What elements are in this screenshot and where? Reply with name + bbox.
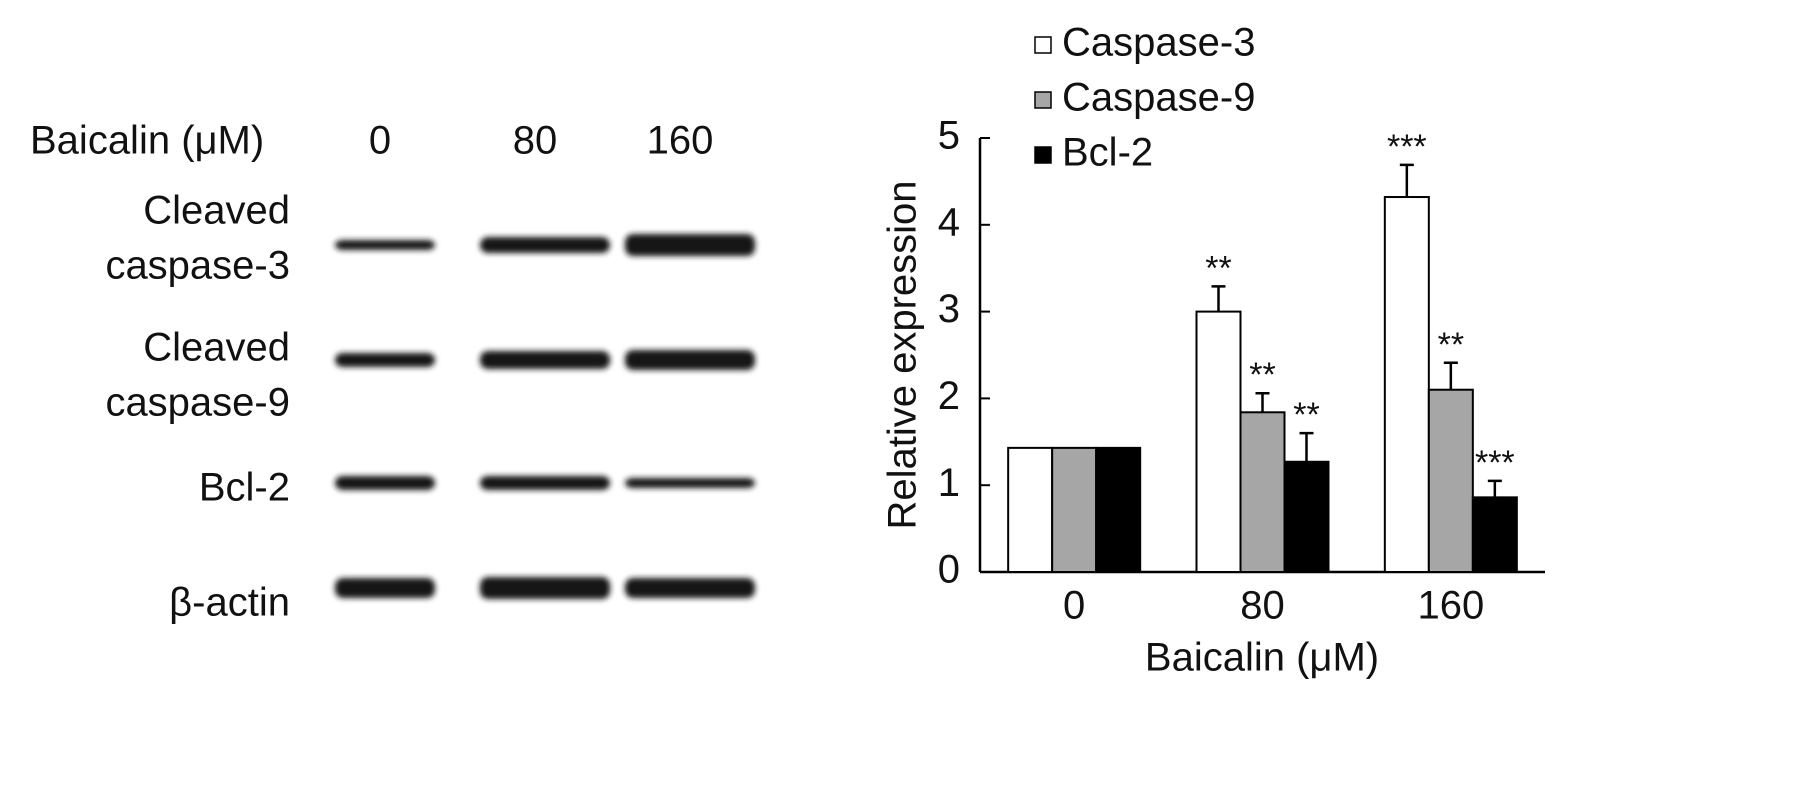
- error-bar: [1255, 391, 1270, 413]
- band: [625, 578, 755, 598]
- bar: [1471, 496, 1518, 573]
- y-tick-label: 4: [938, 200, 960, 244]
- y-tick-label: 1: [938, 461, 960, 505]
- band: [335, 578, 435, 598]
- band: [480, 577, 610, 599]
- band: [625, 350, 755, 370]
- legend-label: Caspase-9: [1062, 76, 1255, 120]
- band: [480, 476, 610, 490]
- legend-swatch: [1034, 146, 1052, 164]
- row-label: Cleaved: [143, 326, 290, 370]
- band: [480, 351, 610, 369]
- y-tick-label: 3: [938, 287, 960, 331]
- bar: [1427, 388, 1474, 573]
- row-label: caspase-3: [105, 244, 290, 288]
- bar: [1007, 446, 1054, 574]
- y-axis-title: Relative expression: [881, 180, 925, 529]
- bar: [1051, 446, 1098, 574]
- significance: **: [1293, 396, 1319, 434]
- error-bar: [1299, 431, 1314, 462]
- x-tick-label: 160: [1417, 584, 1484, 628]
- y-tick-label: 2: [938, 374, 960, 418]
- y-tick-label: 5: [938, 114, 960, 158]
- bar: [1095, 446, 1142, 574]
- row-label: Cleaved: [143, 189, 290, 233]
- legend-label: Caspase-3: [1062, 21, 1255, 65]
- significance: ***: [1475, 444, 1515, 482]
- lane-label: 80: [513, 119, 558, 163]
- bar: [1383, 196, 1430, 574]
- legend-swatch: [1034, 91, 1052, 109]
- lane-label: 160: [647, 119, 714, 163]
- error-bar: [1211, 285, 1226, 312]
- x-tick-label: 0: [1063, 584, 1085, 628]
- x-axis-title: Baicalin (μM): [1145, 636, 1379, 680]
- band: [480, 237, 610, 253]
- error-bar: [1443, 361, 1458, 390]
- row-label: β-actin: [169, 581, 290, 625]
- x-tick-label: 80: [1240, 584, 1285, 628]
- bar: [1195, 310, 1242, 573]
- significance: **: [1438, 326, 1464, 364]
- western-blot: Baicalin (μM): [30, 119, 264, 163]
- band: [335, 476, 435, 490]
- error-bar: [1399, 163, 1414, 198]
- bar: [1239, 411, 1286, 573]
- lane-label: 0: [369, 119, 391, 163]
- blot-header: Baicalin (μM): [30, 119, 264, 163]
- row-label: caspase-9: [105, 381, 290, 425]
- significance: **: [1249, 356, 1275, 394]
- legend-swatch: [1034, 36, 1052, 54]
- row-label: Bcl-2: [199, 466, 290, 510]
- significance: **: [1205, 249, 1231, 287]
- y-tick-label: 0: [938, 548, 960, 592]
- band: [625, 478, 755, 488]
- significance: ***: [1387, 128, 1427, 166]
- band: [335, 353, 435, 367]
- error-bar: [1487, 479, 1502, 498]
- band: [625, 234, 755, 256]
- legend-label: Bcl-2: [1062, 131, 1153, 175]
- bar: [1283, 460, 1330, 574]
- band: [335, 240, 435, 250]
